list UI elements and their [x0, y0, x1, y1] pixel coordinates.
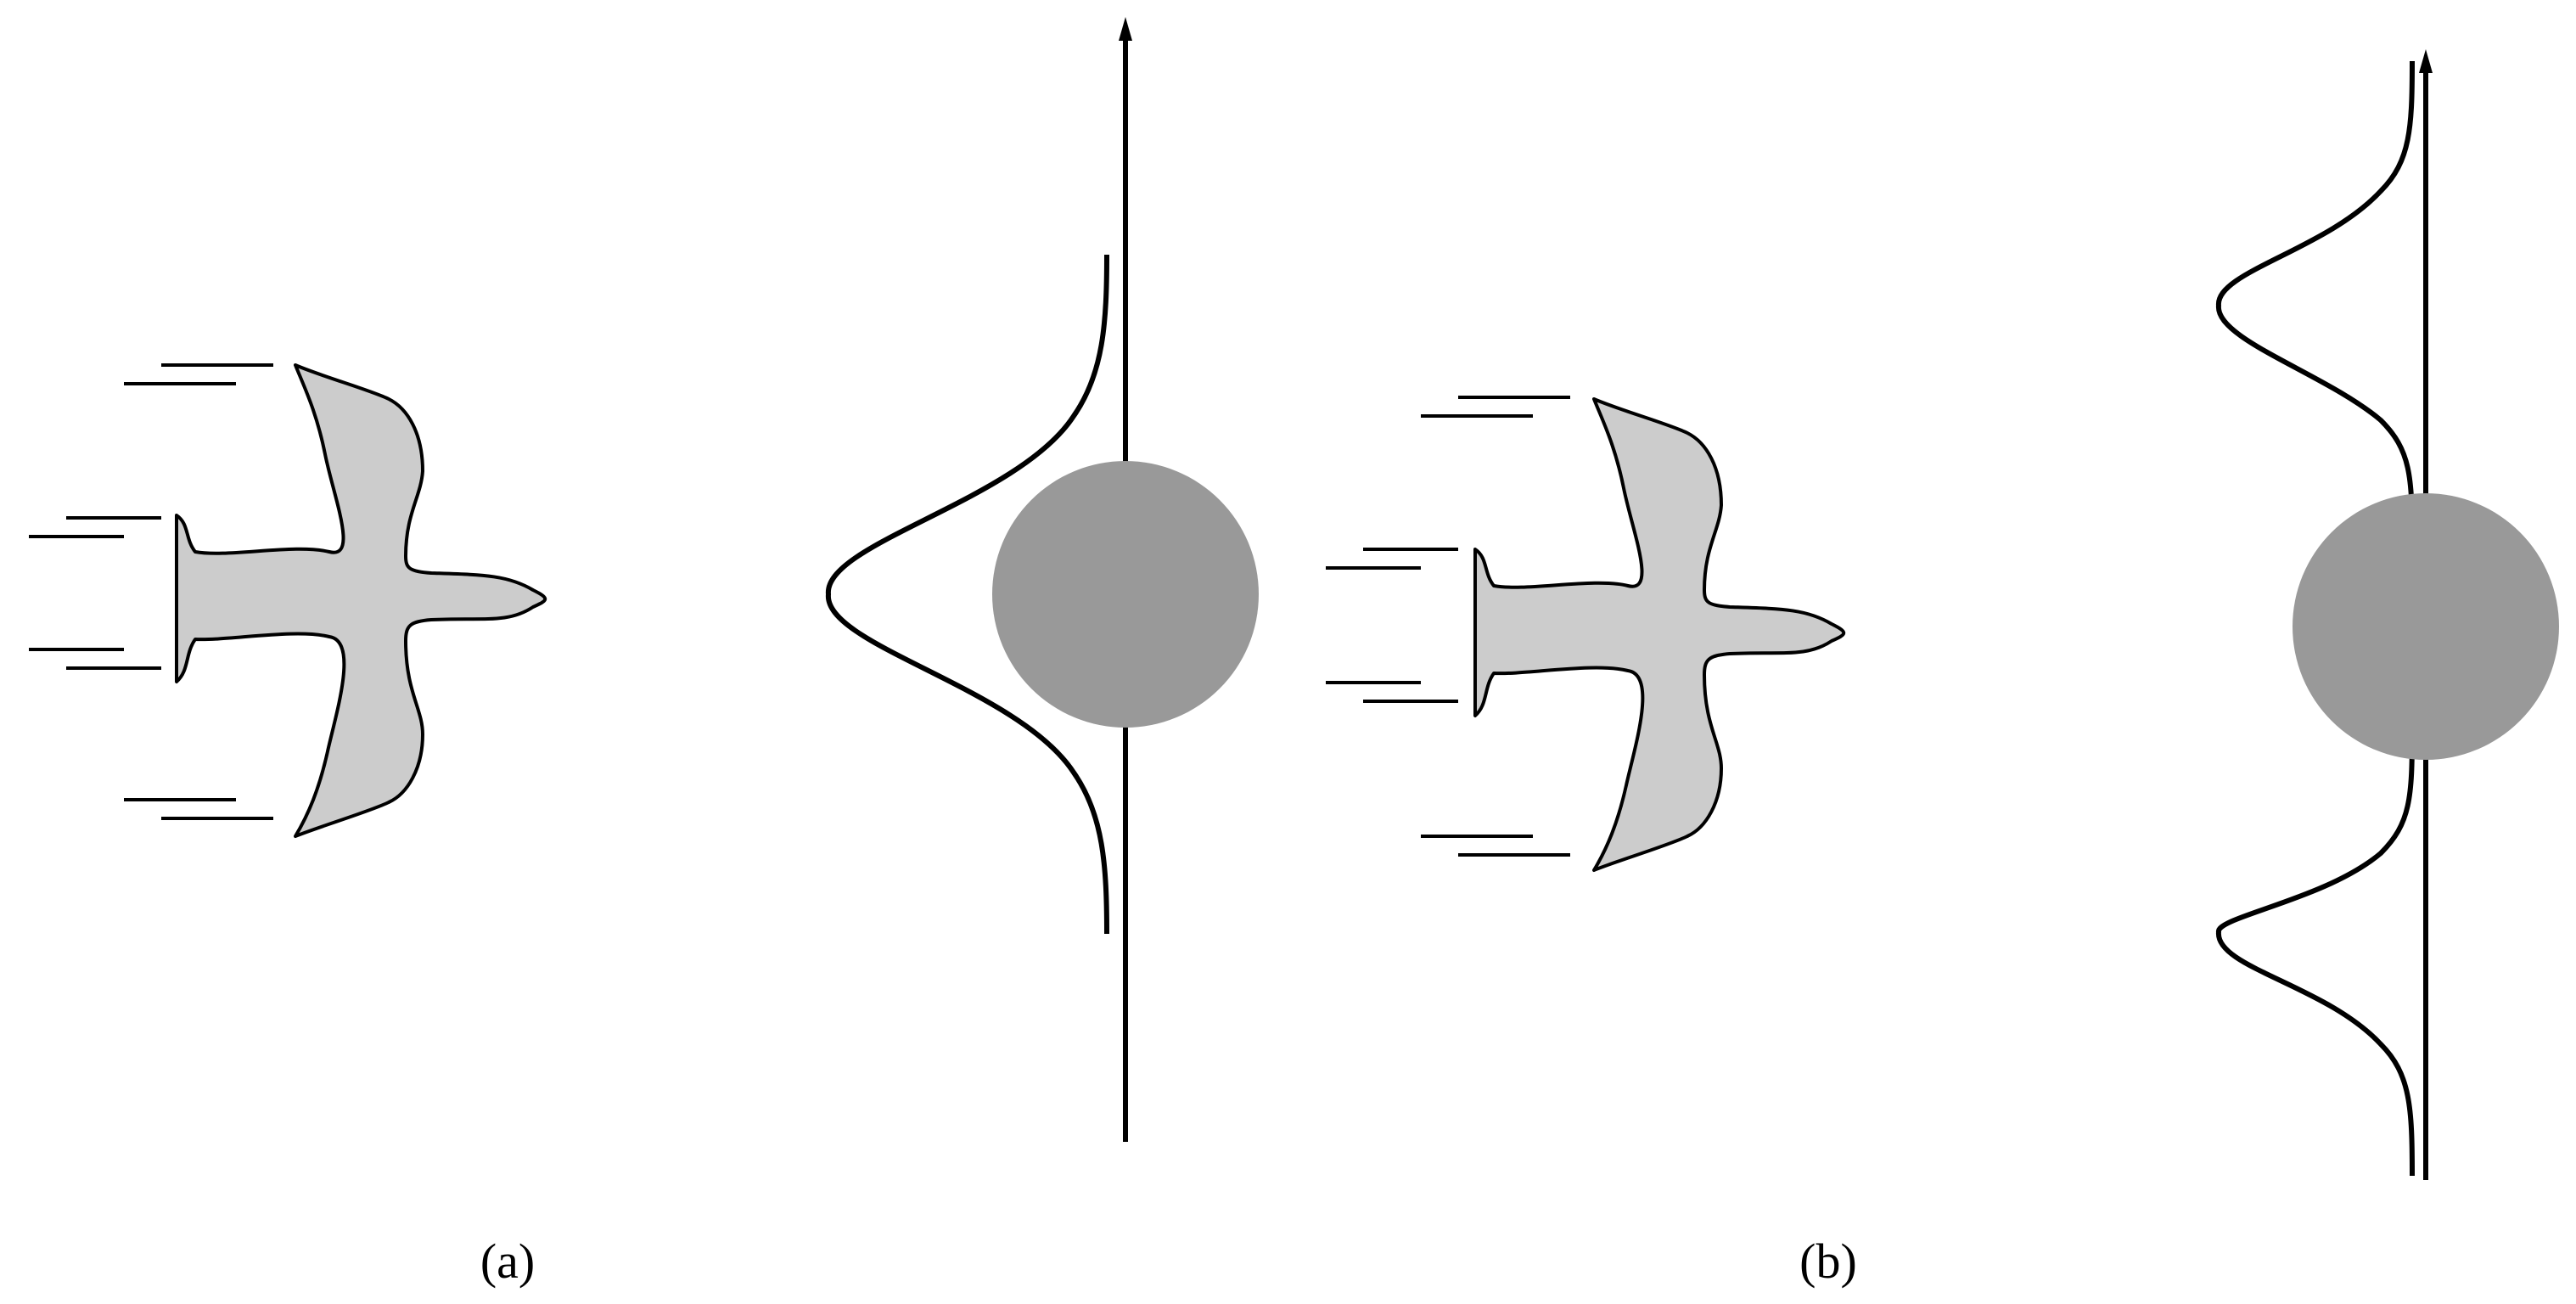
- sphere-a: [992, 461, 1259, 728]
- motion-lines-a: [29, 363, 273, 820]
- panel-label-b: (b): [1799, 1234, 1857, 1289]
- bird-b: [1473, 397, 1846, 872]
- panel-b: (b): [1326, 49, 2559, 1289]
- bird-a: [175, 363, 547, 838]
- sphere-b: [2293, 493, 2559, 760]
- panel-label-a: (a): [480, 1234, 535, 1289]
- profile-curve-a: [825, 254, 1109, 935]
- panel-a: (a): [29, 17, 1259, 1289]
- motion-lines-b: [1326, 396, 1570, 857]
